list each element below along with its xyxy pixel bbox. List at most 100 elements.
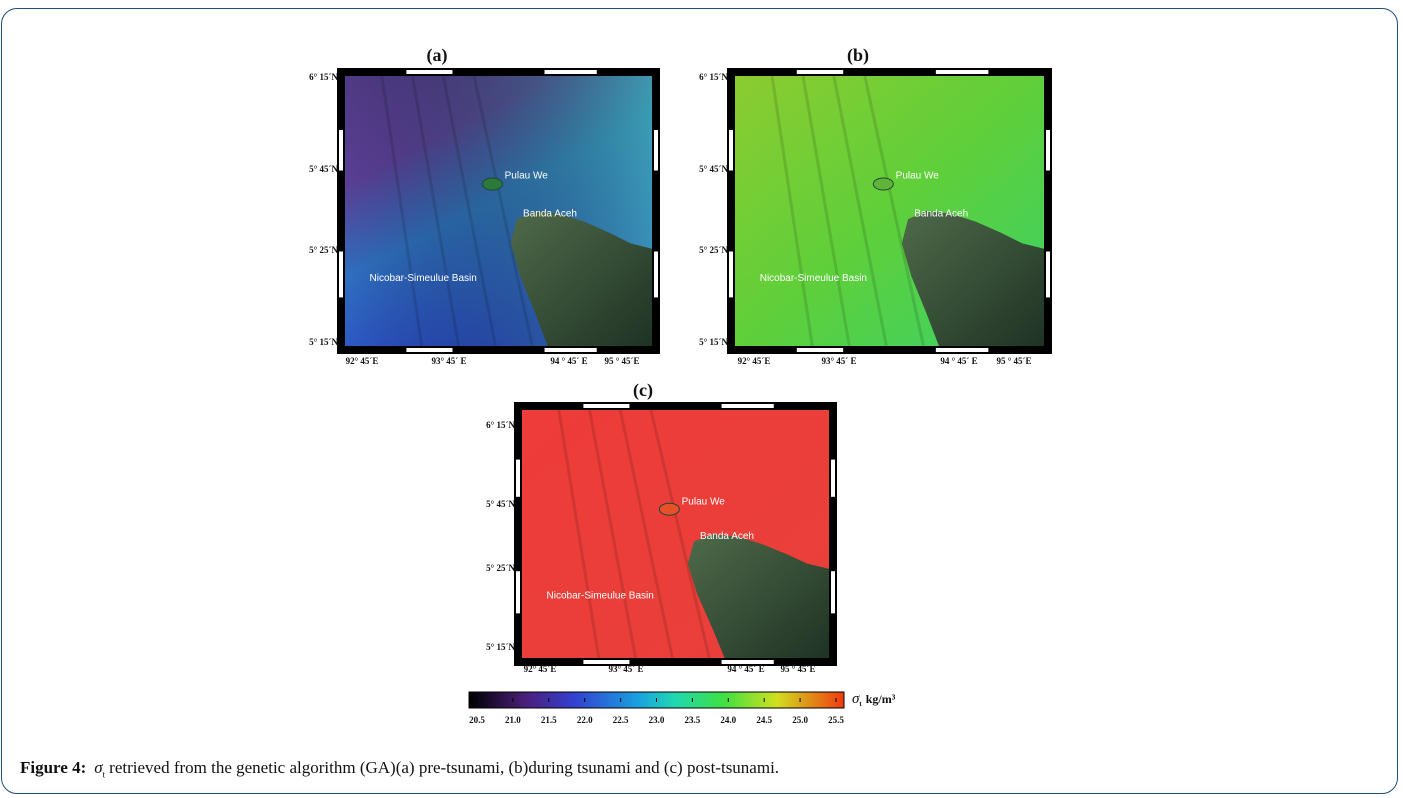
lon-label: 92° 45´E [738,356,771,366]
caption: Figure 4: σt retrieved from the genetic al… [20,758,779,779]
frame-bar [935,348,989,352]
place-label: Banda Aceh [914,208,968,219]
ridge [411,75,461,347]
colorbar-label: 25.5 [828,715,844,725]
map-frame [337,68,660,354]
lon-label: 94 ° 45´ E [727,664,764,674]
frame-bar [544,70,597,74]
lat-label: 6° 15´N [486,420,515,430]
lat-label: 5° 25´N [486,563,515,573]
colorbar-label: 21.0 [505,715,521,725]
lat-label: 6° 15´N [699,72,728,82]
place-label: Nicobar-Simeulue Basin [547,591,654,602]
ridge [770,75,814,347]
frame-bar [654,130,658,171]
ridge [618,409,674,659]
map-frame [727,68,1052,354]
map-panel: (b) 6° 15´N 5° 45´N 5° 25´N 5° 15´N 92° 45´E 9… [699,45,1052,366]
lon-label: 93° 45´ E [821,356,856,366]
map-panel: (c) 6° 15´N 5° 45´N 5° 25´N 5° 15´N 92° 45´E 9… [486,380,837,674]
frame-bar [935,70,989,74]
place-label: Banda Aceh [523,208,577,219]
colorbar: 20.5 21.0 21.5 22.0 22.5 23.0 23.5 24.0 24.5 25.0… [468,691,896,725]
ridge [380,75,424,347]
frame-bar [544,348,597,352]
lat-label: 5° 15´N [309,337,338,347]
land [687,534,829,658]
ridge [832,75,888,347]
ridge [557,409,601,659]
frame-bar [654,251,658,298]
caption-label: Figure 4: [20,758,87,777]
lon-label: 95 ° 45´E [996,356,1031,366]
colorbar-label: 20.5 [469,715,485,725]
lat-label: 5° 25´N [309,245,338,255]
island [481,177,503,191]
lon-label: 93° 45´ E [608,664,643,674]
caption-symbol: σ [94,758,103,777]
panel-title: (b) [847,45,869,66]
lon-label: 92° 45´E [346,356,379,366]
lat-label: 5° 25´N [699,245,728,255]
frame-bar [516,459,520,497]
frame-bar [831,459,835,497]
place-label: Banda Aceh [700,531,754,542]
lon-label: 94 ° 45´ E [940,356,977,366]
ridge [472,75,534,347]
panel-title: (a) [427,45,448,66]
panel-title: (c) [633,380,653,401]
frame-bar [831,571,835,614]
frame-bar [583,404,630,408]
frame-bar [796,348,844,352]
ridge [441,75,497,347]
lat-label: 6° 15´N [309,72,338,82]
island [872,177,894,191]
colorbar-unit: σt kg/m³ [852,691,896,707]
frame-bar [1046,130,1050,171]
lat-label: 5° 45´N [699,164,728,174]
lat-label: 5° 15´N [699,337,728,347]
frame-bar [1046,251,1050,298]
lon-label: 94 ° 45´ E [550,356,587,366]
figure: (a) 6° 15´N 5° 45´N 5° 25´N 5° 15´N 92° 45´E 9… [309,45,1052,726]
colorbar-label: 23.5 [685,715,701,725]
lat-label: 5° 45´N [309,164,338,174]
unit-symbol: σ [852,691,860,707]
colorbar-label: 25.0 [792,715,808,725]
colorbar-label: 23.0 [649,715,665,725]
lon-label: 95 ° 45´E [780,664,815,674]
lon-label: 92° 45´E [524,664,557,674]
figure-card [1,8,1398,794]
frame-bar [339,130,343,171]
frame-bar [339,251,343,298]
place-label: Nicobar-Simeulue Basin [370,273,477,284]
land [901,211,1044,346]
colorbar-label: 21.5 [541,715,557,725]
frame-bar [583,660,630,664]
lon-label: 93° 45´ E [431,356,466,366]
frame-bar [406,70,453,74]
frame-bar [516,571,520,614]
lat-label: 5° 45´N [486,499,515,509]
caption-subscript: t [102,769,106,780]
frame-bar [721,660,774,664]
unit-text: kg/m³ [866,692,896,706]
land [510,211,652,346]
frame-bar [729,251,733,298]
place-label: Pulau We [682,496,726,507]
map-frame [514,402,837,666]
frame-bar [406,348,453,352]
caption-text: retrieved from the genetic algorithm (GA… [109,758,780,777]
frame-bar [796,70,844,74]
colorbar-label: 22.5 [613,715,629,725]
lon-label: 95 ° 45´E [604,356,639,366]
ridge [588,409,638,659]
place-label: Pulau We [505,171,549,182]
place-label: Pulau We [896,171,940,182]
colorbar-label: 22.0 [577,715,593,725]
frame-bar [729,130,733,171]
ridge [649,409,711,659]
lat-label: 5° 15´N [486,642,515,652]
colorbar-label: 24.5 [756,715,772,725]
frame-bar [721,404,774,408]
